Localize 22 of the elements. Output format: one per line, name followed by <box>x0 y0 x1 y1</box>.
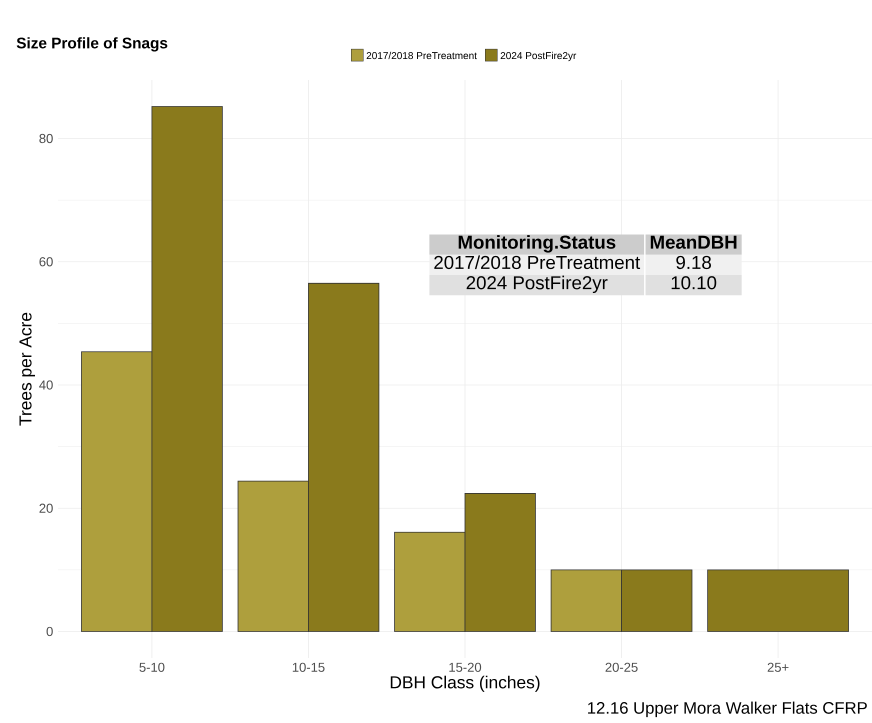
legend-label: 2017/2018 PreTreatment <box>366 52 477 60</box>
x-tick-label: 10-15 <box>292 662 325 672</box>
annotation: 2017/2018 PreTreatment <box>434 255 640 270</box>
y-tick-label: 40 <box>39 380 53 390</box>
x-axis-title: DBH Class (inches) <box>390 676 540 692</box>
legend-label: 2024 PostFire2yr <box>500 52 576 62</box>
chart-title: Size Profile of Snags <box>16 37 168 52</box>
x-tick-label: 15-20 <box>449 662 482 672</box>
annotation: 10.10 <box>672 276 716 290</box>
y-axis-title: Trees per Acre <box>19 312 36 426</box>
x-tick-label: 20-25 <box>606 662 638 672</box>
y-tick-label: 60 <box>40 257 53 266</box>
annotation: Monitoring.Status <box>458 235 616 253</box>
annotation: MeanDBH <box>650 236 736 249</box>
text: 12.16 Upper Mora Walker Flats CFRP <box>588 702 867 718</box>
y-tick-label: 0 <box>46 626 53 636</box>
y-tick-label: 80 <box>39 134 53 144</box>
annotation: 9.18 <box>676 256 711 270</box>
annotation: 2024 PostFire2yr <box>466 276 608 294</box>
x-tick-label: 5-10 <box>139 662 164 672</box>
x-tick-label: 25+ <box>768 662 788 672</box>
y-tick-label: 20 <box>39 504 53 513</box>
